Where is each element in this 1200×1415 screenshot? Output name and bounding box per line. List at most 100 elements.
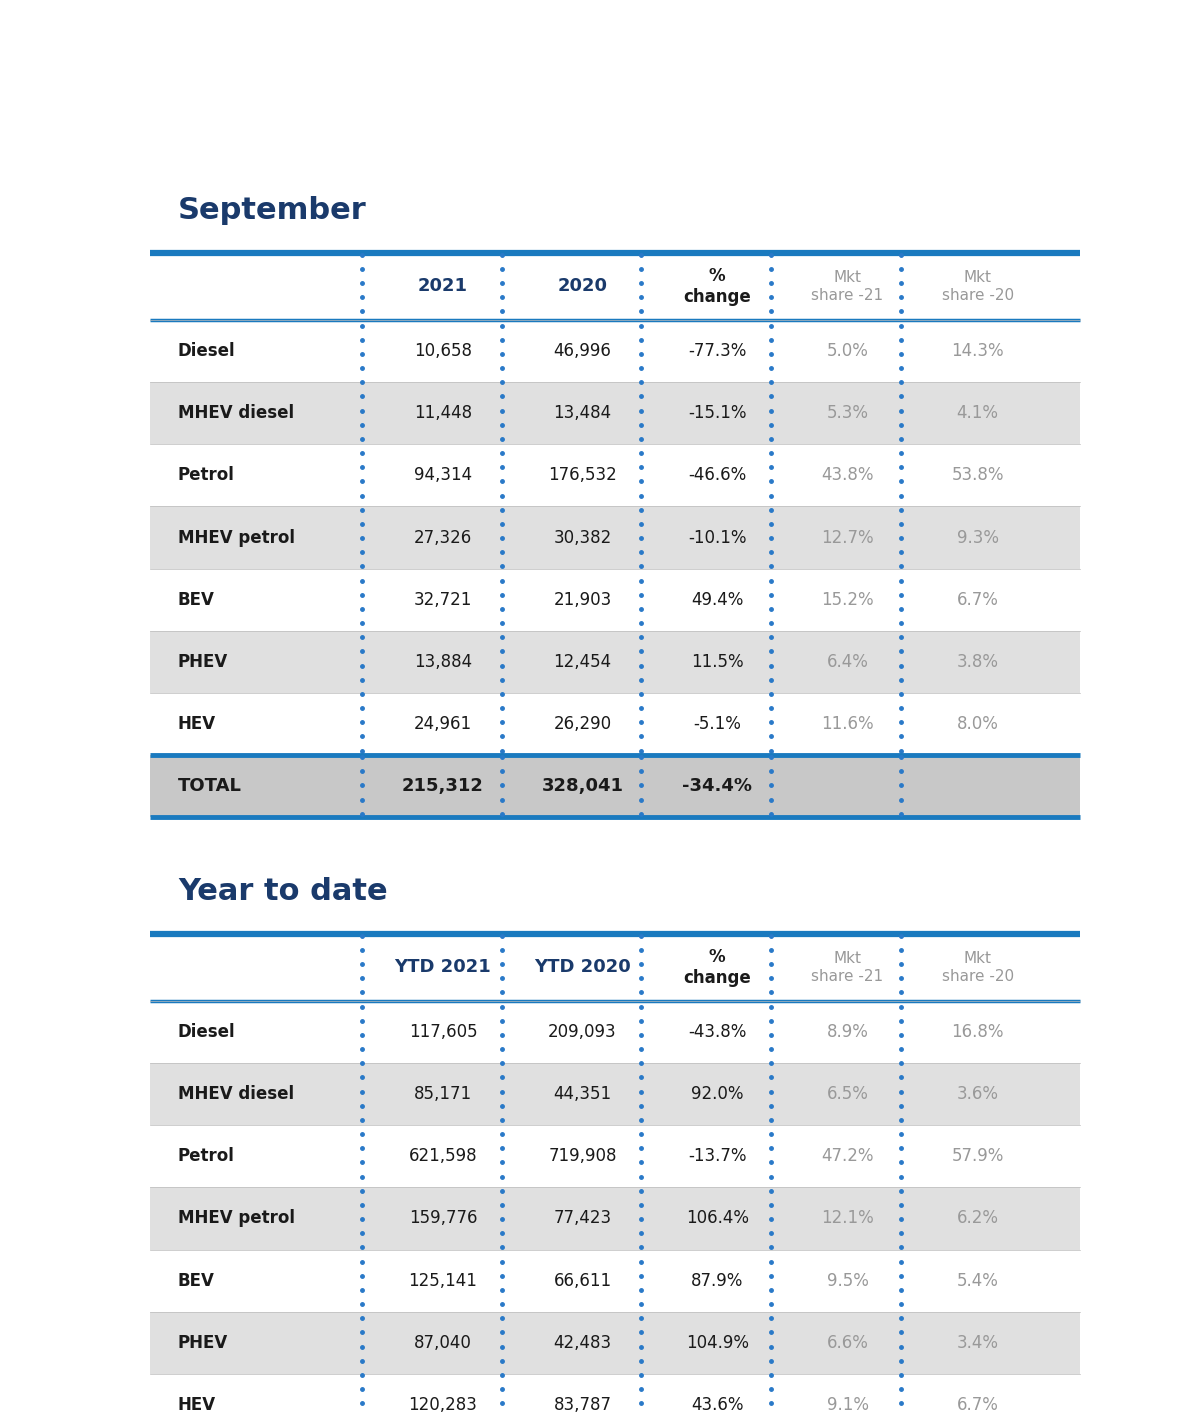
Text: -77.3%: -77.3% [688, 342, 746, 361]
Text: 57.9%: 57.9% [952, 1148, 1004, 1166]
Text: 4.1%: 4.1% [956, 405, 998, 422]
Text: MHEV diesel: MHEV diesel [178, 1085, 294, 1104]
FancyBboxPatch shape [150, 1187, 1080, 1249]
Text: 47.2%: 47.2% [821, 1148, 874, 1166]
FancyBboxPatch shape [150, 569, 1080, 631]
Text: 106.4%: 106.4% [686, 1210, 749, 1227]
Text: 87.9%: 87.9% [691, 1272, 744, 1289]
Text: 66,611: 66,611 [553, 1272, 612, 1289]
FancyBboxPatch shape [150, 253, 1080, 320]
Text: Diesel: Diesel [178, 1023, 235, 1041]
Text: 43.6%: 43.6% [691, 1395, 744, 1414]
Text: 6.7%: 6.7% [956, 1395, 998, 1414]
Text: 11.5%: 11.5% [691, 652, 744, 671]
FancyBboxPatch shape [150, 444, 1080, 507]
Text: 21,903: 21,903 [553, 590, 612, 608]
Text: Mkt
share -20: Mkt share -20 [942, 270, 1014, 303]
Text: -43.8%: -43.8% [688, 1023, 746, 1041]
Text: 621,598: 621,598 [409, 1148, 478, 1166]
FancyBboxPatch shape [150, 1002, 1080, 1063]
FancyBboxPatch shape [150, 1374, 1080, 1415]
Text: 3.8%: 3.8% [956, 652, 998, 671]
Text: -10.1%: -10.1% [688, 529, 746, 546]
Text: 49.4%: 49.4% [691, 590, 744, 608]
Text: 87,040: 87,040 [414, 1334, 472, 1351]
FancyBboxPatch shape [150, 754, 1080, 816]
Text: %
change: % change [684, 948, 751, 986]
FancyBboxPatch shape [150, 320, 1080, 382]
Text: 5.3%: 5.3% [827, 405, 869, 422]
Text: -34.4%: -34.4% [683, 777, 752, 795]
Text: 16.8%: 16.8% [952, 1023, 1004, 1041]
Text: MHEV petrol: MHEV petrol [178, 1210, 295, 1227]
Text: 30,382: 30,382 [553, 529, 612, 546]
Text: MHEV diesel: MHEV diesel [178, 405, 294, 422]
Text: 104.9%: 104.9% [686, 1334, 749, 1351]
Text: Diesel: Diesel [178, 342, 235, 361]
Text: 8.0%: 8.0% [956, 715, 998, 733]
Text: 24,961: 24,961 [414, 715, 472, 733]
Text: 26,290: 26,290 [553, 715, 612, 733]
Text: 44,351: 44,351 [553, 1085, 612, 1104]
Text: PHEV: PHEV [178, 652, 228, 671]
Text: Mkt
share -21: Mkt share -21 [811, 951, 883, 983]
FancyBboxPatch shape [150, 1312, 1080, 1374]
Text: Year to date: Year to date [178, 877, 388, 906]
Text: 328,041: 328,041 [541, 777, 624, 795]
Text: 15.2%: 15.2% [821, 590, 874, 608]
Text: 719,908: 719,908 [548, 1148, 617, 1166]
Text: 46,996: 46,996 [553, 342, 611, 361]
Text: BEV: BEV [178, 1272, 215, 1289]
Text: 3.4%: 3.4% [956, 1334, 998, 1351]
Text: 6.4%: 6.4% [827, 652, 869, 671]
Text: 8.9%: 8.9% [827, 1023, 869, 1041]
FancyBboxPatch shape [150, 1063, 1080, 1125]
Text: 176,532: 176,532 [548, 467, 617, 484]
Text: YTD 2021: YTD 2021 [395, 958, 491, 976]
Text: PHEV: PHEV [178, 1334, 228, 1351]
FancyBboxPatch shape [150, 631, 1080, 693]
Text: 12.1%: 12.1% [821, 1210, 874, 1227]
Text: 120,283: 120,283 [408, 1395, 478, 1414]
Text: 5.0%: 5.0% [827, 342, 869, 361]
Text: 125,141: 125,141 [408, 1272, 478, 1289]
Text: 11,448: 11,448 [414, 405, 472, 422]
Text: Petrol: Petrol [178, 1148, 235, 1166]
Text: 6.7%: 6.7% [956, 590, 998, 608]
Text: 43.8%: 43.8% [821, 467, 874, 484]
Text: 5.4%: 5.4% [956, 1272, 998, 1289]
FancyBboxPatch shape [150, 1249, 1080, 1312]
Text: -13.7%: -13.7% [688, 1148, 746, 1166]
Text: 94,314: 94,314 [414, 467, 472, 484]
Text: 32,721: 32,721 [414, 590, 472, 608]
Text: 92.0%: 92.0% [691, 1085, 744, 1104]
Text: 12,454: 12,454 [553, 652, 612, 671]
Text: September: September [178, 195, 367, 225]
Text: Mkt
share -21: Mkt share -21 [811, 270, 883, 303]
Text: 6.5%: 6.5% [827, 1085, 869, 1104]
FancyBboxPatch shape [150, 934, 1080, 1002]
Text: TOTAL: TOTAL [178, 777, 241, 795]
Text: YTD 2020: YTD 2020 [534, 958, 631, 976]
Text: 6.6%: 6.6% [827, 1334, 869, 1351]
Text: 9.3%: 9.3% [956, 529, 998, 546]
Text: BEV: BEV [178, 590, 215, 608]
Text: 117,605: 117,605 [409, 1023, 478, 1041]
Text: 77,423: 77,423 [553, 1210, 612, 1227]
Text: 53.8%: 53.8% [952, 467, 1004, 484]
Text: 27,326: 27,326 [414, 529, 472, 546]
FancyBboxPatch shape [150, 382, 1080, 444]
Text: 85,171: 85,171 [414, 1085, 472, 1104]
FancyBboxPatch shape [150, 1125, 1080, 1187]
Text: 6.2%: 6.2% [956, 1210, 998, 1227]
Text: Petrol: Petrol [178, 467, 235, 484]
FancyBboxPatch shape [150, 693, 1080, 754]
Text: 10,658: 10,658 [414, 342, 472, 361]
Text: MHEV petrol: MHEV petrol [178, 529, 295, 546]
Text: 9.5%: 9.5% [827, 1272, 869, 1289]
Text: HEV: HEV [178, 715, 216, 733]
Text: 12.7%: 12.7% [821, 529, 874, 546]
Text: 159,776: 159,776 [409, 1210, 478, 1227]
Text: 209,093: 209,093 [548, 1023, 617, 1041]
FancyBboxPatch shape [150, 507, 1080, 569]
